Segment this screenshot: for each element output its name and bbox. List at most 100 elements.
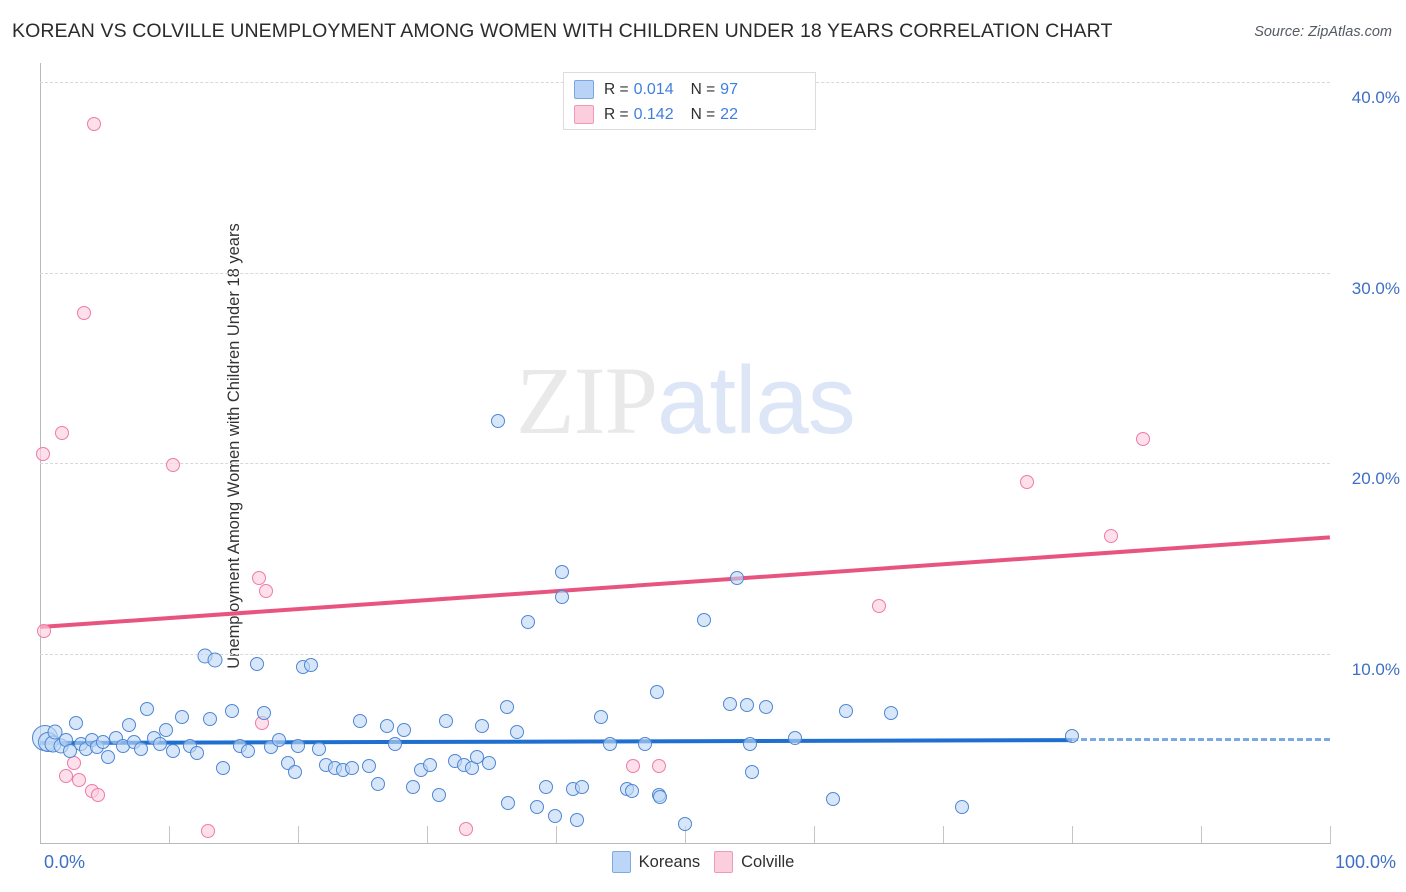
y-tick-label-10.0: 10.0%: [1351, 660, 1400, 679]
koreans-point[interactable]: [569, 812, 584, 827]
koreans-point[interactable]: [257, 706, 272, 721]
colville-point[interactable]: [871, 599, 886, 614]
koreans-point[interactable]: [361, 759, 376, 774]
colville-point[interactable]: [76, 305, 91, 320]
x-tick-100: [1330, 826, 1331, 843]
koreans-point[interactable]: [625, 784, 640, 799]
x-tick-20: [298, 826, 299, 843]
koreans-point[interactable]: [510, 725, 525, 740]
koreans-point[interactable]: [140, 702, 155, 717]
koreans-point[interactable]: [396, 723, 411, 738]
colville-point[interactable]: [458, 822, 473, 837]
koreans-point[interactable]: [249, 656, 264, 671]
koreans-point[interactable]: [697, 612, 712, 627]
koreans-point[interactable]: [499, 700, 514, 715]
koreans-point[interactable]: [826, 791, 841, 806]
colville-point[interactable]: [1135, 431, 1150, 446]
koreans-point[interactable]: [538, 780, 553, 795]
koreans-point[interactable]: [501, 795, 516, 810]
colville-point[interactable]: [626, 759, 641, 774]
koreans-point[interactable]: [529, 799, 544, 814]
koreans-point[interactable]: [490, 414, 505, 429]
koreans-n-label: N =: [690, 80, 716, 98]
colville-point[interactable]: [1019, 475, 1034, 490]
koreans-point[interactable]: [352, 713, 367, 728]
koreans-point[interactable]: [271, 732, 286, 747]
koreans-point[interactable]: [739, 698, 754, 713]
koreans-point[interactable]: [745, 765, 760, 780]
koreans-point[interactable]: [742, 736, 757, 751]
koreans-point[interactable]: [311, 742, 326, 757]
colville-n-label: N =: [690, 105, 716, 123]
koreans-point[interactable]: [638, 736, 652, 751]
koreans-point[interactable]: [439, 713, 454, 728]
koreans-point[interactable]: [303, 658, 318, 673]
koreans-point[interactable]: [133, 742, 148, 757]
koreans-point[interactable]: [649, 685, 664, 700]
koreans-point[interactable]: [603, 736, 618, 751]
koreans-point[interactable]: [240, 744, 255, 759]
koreans-point[interactable]: [653, 790, 668, 804]
koreans-point[interactable]: [216, 761, 231, 776]
koreans-point[interactable]: [159, 723, 174, 738]
colville-point[interactable]: [87, 116, 102, 131]
koreans-point[interactable]: [122, 717, 136, 732]
koreans-point[interactable]: [574, 780, 589, 795]
koreans-point[interactable]: [481, 755, 496, 770]
koreans-point[interactable]: [62, 744, 77, 759]
koreans-point[interactable]: [547, 809, 562, 824]
koreans-point[interactable]: [723, 696, 738, 711]
koreans-point[interactable]: [345, 761, 360, 776]
colville-point[interactable]: [35, 446, 50, 461]
koreans-point[interactable]: [380, 719, 394, 734]
colville-point[interactable]: [36, 624, 51, 639]
koreans-point[interactable]: [422, 757, 437, 772]
koreans-point[interactable]: [165, 744, 180, 759]
colville-point[interactable]: [91, 788, 106, 803]
koreans-point[interactable]: [678, 816, 692, 831]
koreans-point[interactable]: [207, 652, 223, 668]
koreans-r-label: R =: [604, 80, 629, 98]
koreans-point[interactable]: [729, 570, 744, 585]
koreans-point[interactable]: [884, 706, 899, 721]
koreans-point[interactable]: [387, 736, 402, 751]
colville-point[interactable]: [252, 570, 267, 585]
koreans-point[interactable]: [787, 730, 802, 745]
x-tick-90: [1201, 826, 1202, 843]
colville-point[interactable]: [652, 759, 667, 774]
koreans-point[interactable]: [555, 589, 570, 604]
koreans-point[interactable]: [555, 565, 570, 579]
colville-point[interactable]: [58, 769, 73, 784]
x-axis-line: [40, 843, 1331, 844]
koreans-point[interactable]: [475, 719, 490, 734]
colville-legend-label: Colville: [741, 852, 795, 871]
koreans-point[interactable]: [955, 799, 970, 814]
colville-point[interactable]: [1103, 528, 1118, 543]
colville-point[interactable]: [54, 425, 69, 440]
koreans-point[interactable]: [291, 738, 305, 753]
legend-item-koreans[interactable]: Koreans: [611, 851, 700, 873]
colville-point[interactable]: [165, 458, 180, 473]
koreans-point[interactable]: [96, 734, 111, 749]
colville-point[interactable]: [71, 772, 86, 787]
koreans-r-value: 0.014: [633, 80, 674, 98]
koreans-point[interactable]: [101, 749, 116, 764]
koreans-point[interactable]: [288, 765, 303, 780]
koreans-point[interactable]: [69, 715, 84, 730]
koreans-point[interactable]: [759, 700, 774, 715]
koreans-point[interactable]: [225, 704, 240, 719]
koreans-point[interactable]: [152, 736, 167, 751]
koreans-point[interactable]: [370, 776, 385, 791]
koreans-point[interactable]: [1065, 728, 1079, 743]
colville-point[interactable]: [258, 584, 273, 599]
koreans-point[interactable]: [520, 614, 535, 629]
koreans-point[interactable]: [839, 704, 854, 719]
koreans-point[interactable]: [190, 746, 205, 761]
koreans-point[interactable]: [203, 711, 218, 726]
koreans-point[interactable]: [405, 780, 420, 795]
koreans-point[interactable]: [431, 788, 446, 803]
legend-item-colville[interactable]: Colville: [714, 851, 794, 873]
koreans-point[interactable]: [174, 709, 189, 724]
koreans-point[interactable]: [594, 709, 609, 724]
colville-point[interactable]: [200, 824, 215, 839]
